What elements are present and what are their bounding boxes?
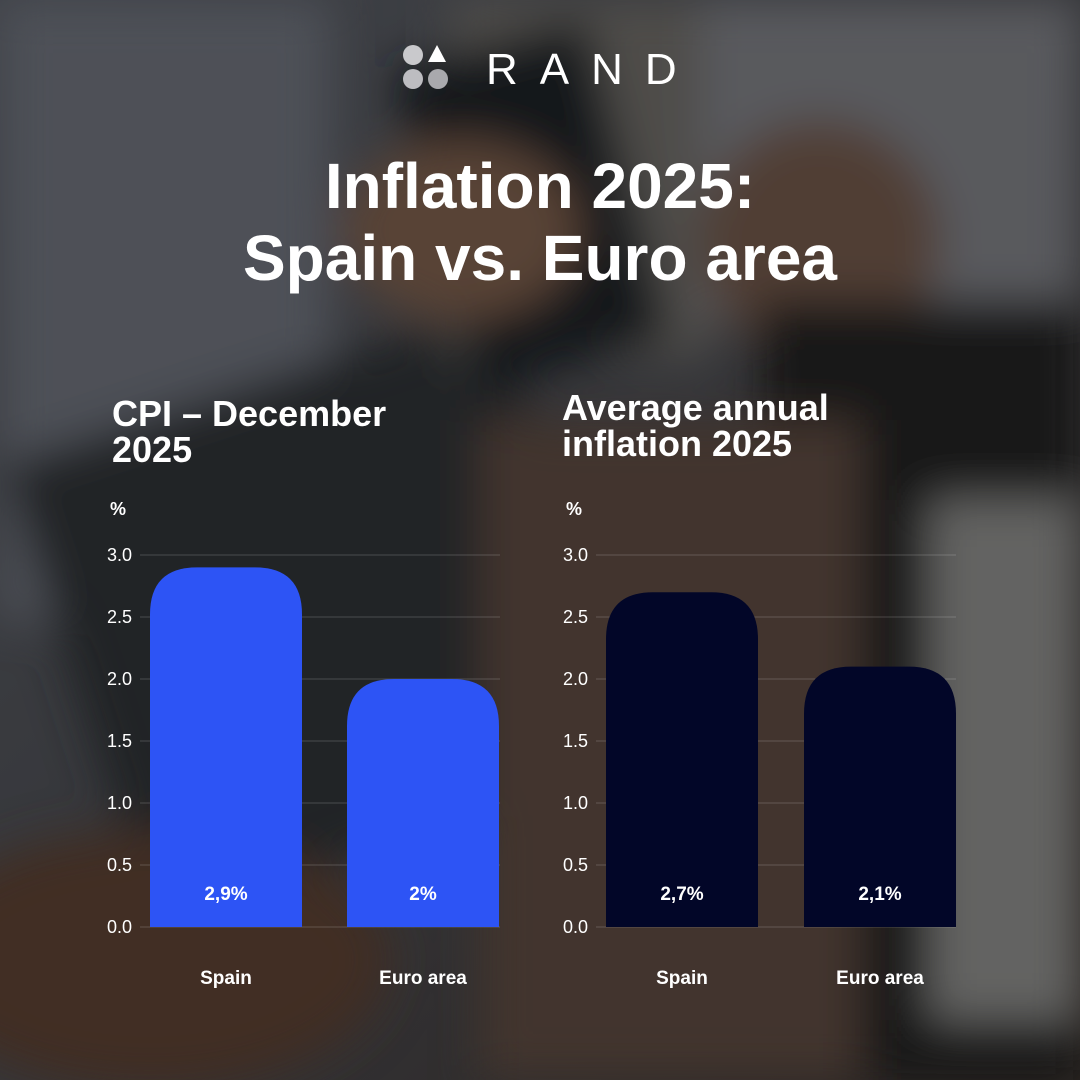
y-tick-label: 0.5 bbox=[107, 855, 132, 875]
x-category-label: Euro area bbox=[379, 968, 467, 989]
chart-2-title-line-2: inflation 2025 bbox=[562, 423, 793, 464]
bar-euro-area bbox=[347, 679, 499, 927]
y-tick-label: 2.0 bbox=[563, 669, 588, 689]
chart-2-title-line-1: Average annual bbox=[562, 387, 829, 428]
chart-1: % 0.0 0.5 1.0 1.5 2.0 2.5 3.0 2,9% Spain 2% Euro ar… bbox=[107, 499, 500, 989]
y-tick-label: 1.5 bbox=[563, 731, 588, 751]
bar-spain bbox=[606, 592, 758, 927]
bar-spain bbox=[150, 567, 302, 927]
y-tick-label: 2.5 bbox=[107, 607, 132, 627]
chart-1-title: CPI – December 2025 bbox=[112, 396, 386, 468]
x-category-label: Spain bbox=[656, 968, 708, 989]
x-category-label: Spain bbox=[200, 968, 252, 989]
chart-2-unit-label: % bbox=[566, 499, 582, 519]
chart-1-title-line-1: CPI – December bbox=[112, 393, 387, 434]
chart-1-unit-label: % bbox=[110, 499, 126, 519]
page-title: Inflation 2025: Spain vs. Euro area bbox=[0, 150, 1080, 294]
page-title-line-2: Spain vs. Euro area bbox=[242, 222, 838, 294]
y-tick-label: 0.0 bbox=[563, 917, 588, 937]
y-tick-label: 1.0 bbox=[107, 793, 132, 813]
y-tick-label: 1.5 bbox=[107, 731, 132, 751]
y-tick-label: 2.5 bbox=[563, 607, 588, 627]
y-tick-label: 3.0 bbox=[107, 545, 132, 565]
bar-data-label: 2,1% bbox=[858, 884, 901, 905]
bar-data-label: 2,7% bbox=[660, 884, 703, 905]
bar-data-label: 2,9% bbox=[204, 884, 247, 905]
rand-logo-icon bbox=[403, 45, 448, 89]
x-category-label: Euro area bbox=[836, 968, 924, 989]
brand-logo: RAND bbox=[400, 42, 690, 98]
y-tick-label: 3.0 bbox=[563, 545, 588, 565]
y-tick-label: 0.5 bbox=[563, 855, 588, 875]
y-tick-label: 1.0 bbox=[563, 793, 588, 813]
y-tick-label: 0.0 bbox=[107, 917, 132, 937]
chart-1-title-line-2: 2025 bbox=[112, 429, 193, 470]
chart-2: % 0.0 0.5 1.0 1.5 2.0 2.5 3.0 2,7% Spain 2,1% Euro … bbox=[563, 499, 956, 989]
y-tick-label: 2.0 bbox=[107, 669, 132, 689]
page-title-line-1: Inflation 2025: bbox=[324, 150, 756, 222]
brand-wordmark: RAND bbox=[486, 45, 699, 94]
bar-data-label: 2% bbox=[409, 884, 437, 905]
bar-euro-area bbox=[804, 666, 956, 927]
chart-2-title: Average annual inflation 2025 bbox=[562, 390, 829, 462]
